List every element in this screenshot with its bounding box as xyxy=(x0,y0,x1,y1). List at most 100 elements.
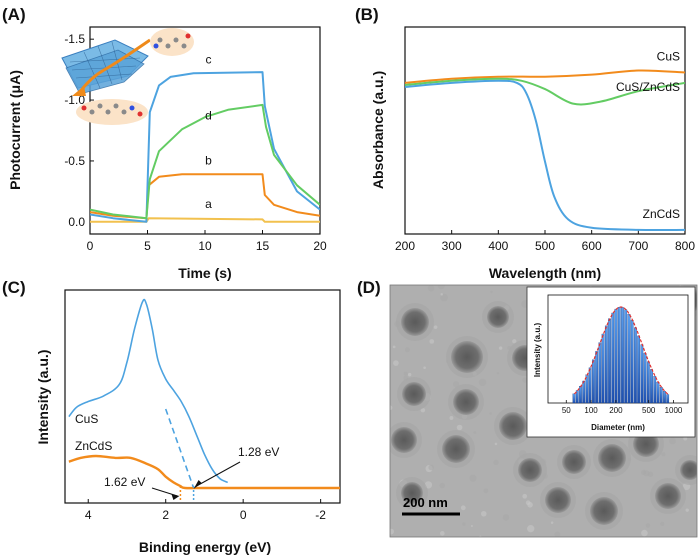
tem-speck xyxy=(512,339,517,344)
a-series-line-c xyxy=(90,71,320,223)
inset-bar xyxy=(585,374,589,404)
tem-speck xyxy=(423,366,426,369)
tem-particles xyxy=(390,285,697,530)
a-ytick-label: 0.0 xyxy=(68,215,85,229)
tem-speck xyxy=(478,378,487,387)
inset-bar xyxy=(650,369,653,404)
inset-bar xyxy=(643,353,647,404)
tem-speck xyxy=(683,436,688,441)
tem-speck xyxy=(502,514,510,521)
tem-speck xyxy=(685,508,689,512)
c-xtick-label: 2 xyxy=(162,508,169,522)
inset-bar xyxy=(588,367,592,404)
tem-speck xyxy=(645,523,651,528)
panel-a-series xyxy=(90,71,320,223)
tem-speck xyxy=(460,505,466,511)
inset-bar xyxy=(640,344,644,404)
c-annotation-arrowhead xyxy=(171,494,180,500)
tem-speck xyxy=(452,381,460,388)
a-series-line-d xyxy=(90,103,320,220)
tem-particle xyxy=(518,458,542,482)
inset-bar xyxy=(624,309,628,404)
tem-speck xyxy=(494,442,498,446)
tem-speck xyxy=(393,360,399,366)
inset-bar xyxy=(663,391,666,404)
tem-speck xyxy=(493,459,499,466)
tem-speck xyxy=(522,493,528,499)
tem-speck xyxy=(641,529,648,537)
tem-speck xyxy=(550,521,554,524)
a-ytick-label: -1.0 xyxy=(64,93,85,107)
b-xtick-label: 500 xyxy=(535,239,555,253)
tem-particle xyxy=(401,482,423,504)
tem-speck xyxy=(490,290,493,294)
tem-particle xyxy=(391,427,417,453)
c-annotation-arrow xyxy=(196,461,241,487)
tem-speck xyxy=(440,293,448,302)
tem-speck xyxy=(407,372,412,377)
tem-speck xyxy=(403,371,408,376)
tem-speck xyxy=(525,500,531,506)
tem-particle xyxy=(655,483,681,509)
scale-bar-label: 200 nm xyxy=(403,495,448,510)
tem-particle xyxy=(401,308,429,336)
inset-bar xyxy=(630,320,634,404)
panel-c-xlabel: Binding energy (eV) xyxy=(139,539,271,555)
panel-b-ylabel: Absorbance (a.u.) xyxy=(370,71,386,189)
tem-speck xyxy=(473,431,477,434)
b-xtick-label: 400 xyxy=(488,239,508,253)
inset-xtick-label: 200 xyxy=(609,406,623,415)
tem-speck xyxy=(437,285,445,290)
a-series-label-c: c xyxy=(205,52,211,66)
panel-b-frame xyxy=(404,26,686,235)
tem-speck xyxy=(439,482,445,489)
c-annotation-zncds: 1.62 eV xyxy=(104,475,145,489)
panel-a: (A) 0 5 10 15 20 -1.5 -1.0 -0.5 0.0 a b c d Time (s… xyxy=(2,5,327,281)
panel-b-label: (B) xyxy=(355,5,379,24)
tem-speck xyxy=(480,510,487,517)
a-xtick-label: 10 xyxy=(198,239,212,253)
panel-c-frame xyxy=(64,289,341,504)
inset-xlabel: Diameter (nm) xyxy=(591,423,645,432)
inset-bar xyxy=(592,359,595,404)
inset-bar xyxy=(604,325,608,404)
panel-a-series-labels: a b c d xyxy=(205,52,212,211)
panel-a-label: (A) xyxy=(2,5,26,24)
b-series-label: ZnCdS xyxy=(643,207,680,221)
c-series-line xyxy=(68,298,229,484)
b-xtick-label: 300 xyxy=(442,239,462,253)
c-xtick-label: 4 xyxy=(85,508,92,522)
b-xtick-label: 200 xyxy=(395,239,415,253)
inset-bar xyxy=(637,335,640,404)
tem-speck xyxy=(433,325,438,330)
inset-bar xyxy=(572,393,576,404)
tem-particle xyxy=(451,341,483,373)
b-series-label: CuS xyxy=(657,50,680,64)
tem-speck xyxy=(390,528,395,535)
inset-bar xyxy=(656,382,660,404)
tem-speck xyxy=(449,416,454,420)
a-xtick-label: 5 xyxy=(144,239,151,253)
tem-speck xyxy=(643,470,650,477)
tem-particle xyxy=(487,306,509,328)
inset-bar xyxy=(634,327,637,404)
tem-particle xyxy=(402,382,426,406)
panel-a-ylabel: Photocurrent (μA) xyxy=(7,70,23,190)
tem-particle xyxy=(598,444,626,472)
tem-speck xyxy=(660,521,665,527)
c-xtick-label: -2 xyxy=(315,508,326,522)
a-series-label-a: a xyxy=(205,197,212,211)
b-series-label: CuS/ZnCdS xyxy=(616,80,680,94)
panel-a-ticks: 0 5 10 15 20 -1.5 -1.0 -0.5 0.0 xyxy=(64,32,327,253)
a-ytick-label: -0.5 xyxy=(64,154,85,168)
inset-bar xyxy=(621,307,624,404)
tem-speck xyxy=(483,488,489,494)
a-ytick-label: -1.5 xyxy=(64,32,85,46)
inset-bars xyxy=(572,306,670,404)
tem-particle xyxy=(680,460,697,480)
tem-speck xyxy=(554,531,561,537)
panel-c-ticks: 4 2 0 -2 xyxy=(85,499,326,522)
inset-bar xyxy=(598,342,602,404)
tem-speck xyxy=(456,424,463,431)
